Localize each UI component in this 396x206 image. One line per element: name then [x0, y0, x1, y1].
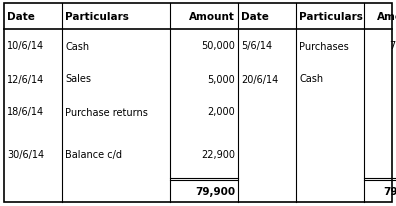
Text: Purchases: Purchases	[299, 41, 349, 51]
Text: Cash: Cash	[65, 41, 89, 51]
Text: Balance c/d: Balance c/d	[65, 149, 122, 159]
Text: Date: Date	[7, 12, 35, 22]
Text: 79,900: 79,900	[195, 186, 235, 196]
Text: 4,900: 4,900	[395, 74, 396, 84]
Text: 50,000: 50,000	[201, 41, 235, 51]
Text: 10/6/14: 10/6/14	[7, 41, 44, 51]
Text: 20/6/14: 20/6/14	[241, 74, 278, 84]
Text: 30/6/14: 30/6/14	[7, 149, 44, 159]
Text: 75,000: 75,000	[389, 41, 396, 51]
Text: Cash: Cash	[299, 74, 323, 84]
Text: Date: Date	[241, 12, 269, 22]
Text: 22,900: 22,900	[201, 149, 235, 159]
Text: Purchase returns: Purchase returns	[65, 107, 148, 117]
Text: 79,900: 79,900	[383, 186, 396, 196]
Text: 12/6/14: 12/6/14	[7, 74, 44, 84]
Text: 18/6/14: 18/6/14	[7, 107, 44, 117]
Text: 5/6/14: 5/6/14	[241, 41, 272, 51]
Text: 5,000: 5,000	[207, 74, 235, 84]
Text: Particulars: Particulars	[65, 12, 129, 22]
Text: Amount: Amount	[189, 12, 235, 22]
Text: Particulars: Particulars	[299, 12, 363, 22]
Text: 2,000: 2,000	[207, 107, 235, 117]
Text: Amount: Amount	[377, 12, 396, 22]
Text: Sales: Sales	[65, 74, 91, 84]
